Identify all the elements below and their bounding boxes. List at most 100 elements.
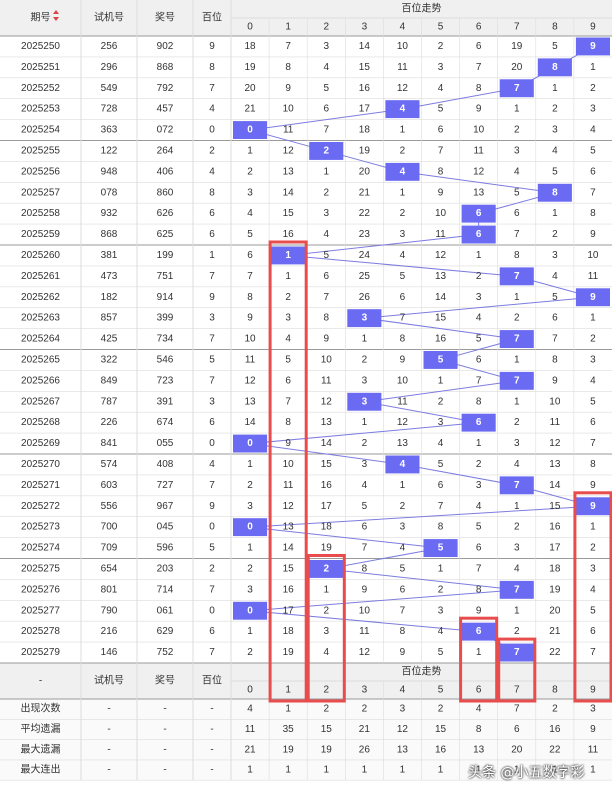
miss-value: 4 xyxy=(323,647,329,658)
miss-value: 22 xyxy=(549,647,561,658)
miss-value: 11 xyxy=(550,417,561,428)
sort-up-icon[interactable] xyxy=(53,10,59,14)
hit-marker xyxy=(461,622,496,641)
footer-digit: 4 xyxy=(400,685,406,696)
stats-label: 最大遗漏 xyxy=(21,742,61,755)
miss-value: 3 xyxy=(590,354,596,365)
miss-value: 14 xyxy=(321,438,333,449)
draw-number-cell: 406 xyxy=(157,166,174,177)
sort-down-icon[interactable] xyxy=(53,17,59,21)
miss-value: 1 xyxy=(362,417,368,428)
miss-value: 6 xyxy=(323,271,329,282)
miss-value: 14 xyxy=(244,417,256,428)
highlight-box xyxy=(497,637,537,703)
hit-marker xyxy=(537,183,572,202)
miss-value: 10 xyxy=(473,125,485,136)
miss-value: 4 xyxy=(590,584,596,595)
hit-value: 9 xyxy=(590,501,596,512)
draw-number-cell: 596 xyxy=(157,543,174,554)
test-number-cell: 363 xyxy=(101,125,118,136)
miss-value: 9 xyxy=(400,354,406,365)
period-cell: 2025268 xyxy=(21,417,60,428)
miss-value: 2 xyxy=(362,354,368,365)
stats-value: 19 xyxy=(321,744,333,755)
miss-value: 9 xyxy=(590,229,596,240)
miss-value: 15 xyxy=(321,459,333,470)
miss-value: 1 xyxy=(514,501,520,512)
stats-label: 出现次数 xyxy=(21,702,61,715)
footer-hundreds: 百位 xyxy=(202,674,222,687)
period-cell: 2025276 xyxy=(21,584,60,595)
miss-value: 2 xyxy=(362,438,368,449)
stats-dash: - xyxy=(107,724,110,735)
stats-value: 20 xyxy=(511,744,523,755)
draw-number-cell: 752 xyxy=(157,647,174,658)
miss-value: 7 xyxy=(438,145,444,156)
miss-value: 6 xyxy=(285,375,291,386)
miss-value: 3 xyxy=(590,563,596,574)
stats-value: 1 xyxy=(552,765,558,776)
hundreds-cell: 8 xyxy=(209,62,215,73)
stats-value: 1 xyxy=(476,765,482,776)
draw-number-cell: 860 xyxy=(157,187,174,198)
hundreds-cell: 7 xyxy=(209,584,215,595)
hundreds-cell: 7 xyxy=(209,647,215,658)
stats-value: 11 xyxy=(245,724,256,735)
stats-value: 1 xyxy=(285,765,291,776)
stats-value: 16 xyxy=(435,744,447,755)
miss-value: 1 xyxy=(323,166,329,177)
hit-value: 8 xyxy=(552,62,558,73)
stats-value: 21 xyxy=(244,744,256,755)
draw-number-cell: 727 xyxy=(157,480,174,491)
miss-value: 12 xyxy=(397,417,409,428)
hundreds-cell: 7 xyxy=(209,375,215,386)
miss-value: 2 xyxy=(400,501,406,512)
draw-number-cell: 399 xyxy=(157,313,174,324)
miss-value: 17 xyxy=(321,501,333,512)
draw-number-cell: 061 xyxy=(157,605,174,616)
hundreds-cell: 4 xyxy=(209,166,215,177)
stats-dash: - xyxy=(163,724,166,735)
stats-value: 1 xyxy=(247,765,253,776)
miss-value: 5 xyxy=(323,250,329,261)
header-digit: 1 xyxy=(285,22,291,33)
miss-value: 4 xyxy=(323,62,329,73)
miss-value: 11 xyxy=(473,145,484,156)
miss-value: 8 xyxy=(590,208,596,219)
stats-dash: - xyxy=(163,744,166,755)
miss-value: 3 xyxy=(476,480,482,491)
stats-value: 2 xyxy=(362,704,368,715)
hundreds-cell: 6 xyxy=(209,229,215,240)
miss-value: 1 xyxy=(247,543,253,554)
miss-value: 9 xyxy=(400,647,406,658)
miss-value: 3 xyxy=(438,605,444,616)
hundreds-cell: 9 xyxy=(209,41,215,52)
header-digit: 7 xyxy=(514,22,520,33)
hit-value: 4 xyxy=(400,104,406,115)
miss-value: 22 xyxy=(359,208,371,219)
miss-value: 5 xyxy=(323,83,329,94)
miss-value: 2 xyxy=(590,543,596,554)
hit-marker xyxy=(499,267,534,286)
miss-value: 6 xyxy=(438,125,444,136)
hundreds-cell: 2 xyxy=(209,145,215,156)
hit-value: 7 xyxy=(514,647,520,658)
hit-value: 7 xyxy=(514,375,520,386)
test-number-cell: 654 xyxy=(101,563,118,574)
miss-value: 4 xyxy=(552,145,558,156)
stats-value: 15 xyxy=(321,724,333,735)
stats-value: 13 xyxy=(473,744,485,755)
hit-marker xyxy=(233,601,268,620)
header-digit: 6 xyxy=(476,22,482,33)
draw-number-cell: 203 xyxy=(157,563,174,574)
miss-value: 2 xyxy=(400,145,406,156)
miss-value: 8 xyxy=(476,83,482,94)
miss-value: 21 xyxy=(244,104,256,115)
miss-value: 9 xyxy=(285,438,291,449)
watermark: 头条 @小五数字彩 xyxy=(468,765,585,781)
draw-number-cell: 629 xyxy=(157,626,174,637)
miss-value: 11 xyxy=(397,62,408,73)
miss-value: 13 xyxy=(321,417,333,428)
hit-marker xyxy=(385,100,420,119)
stats-dash: - xyxy=(210,724,213,735)
